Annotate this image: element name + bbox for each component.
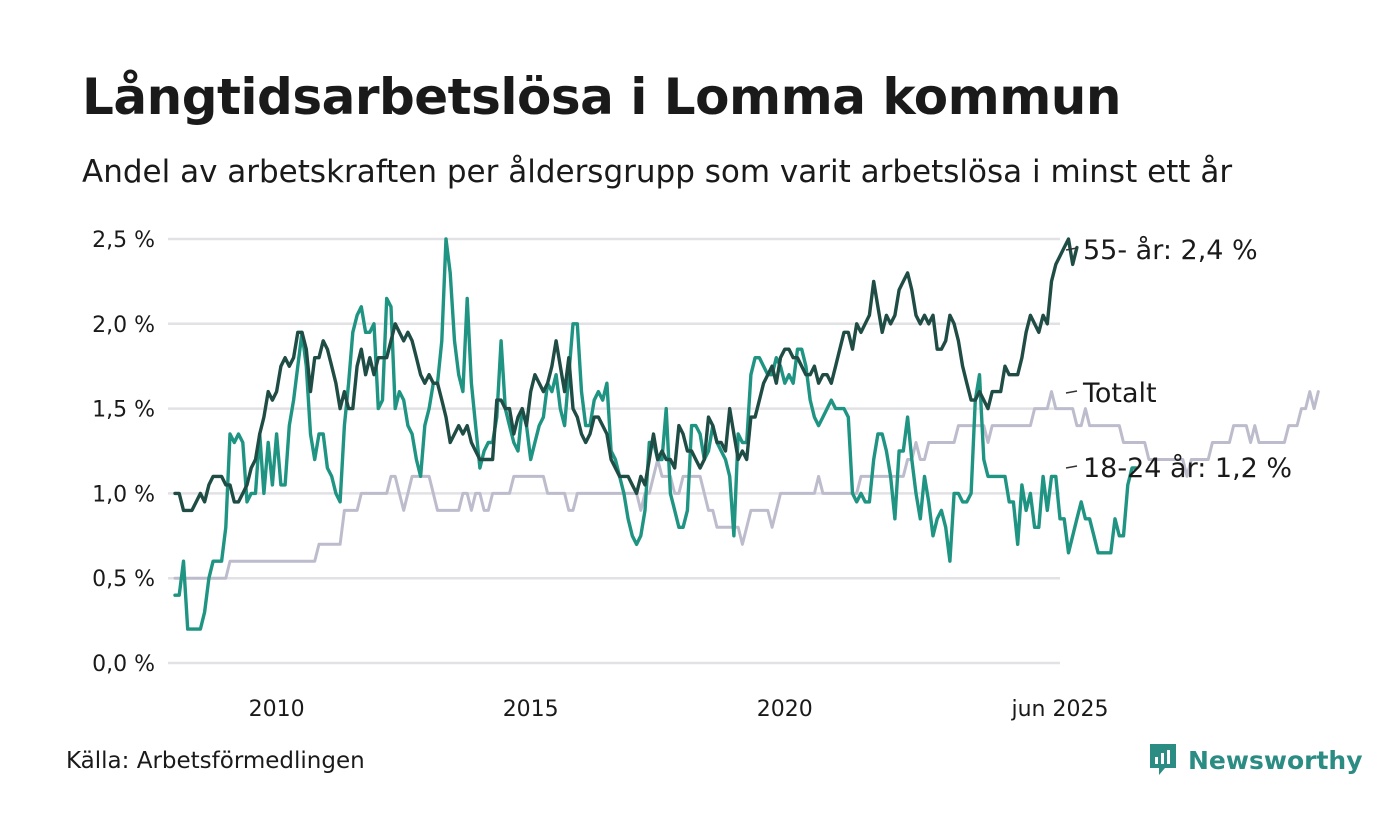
series-line-young <box>173 237 1138 631</box>
series-lines <box>173 237 1320 631</box>
label-connector <box>1065 465 1078 469</box>
y-tick-label: 2,5 % <box>92 228 155 253</box>
y-tick-label: 0,5 % <box>92 567 155 592</box>
series-end-label: 18-24 år: 1,2 % <box>1083 453 1292 484</box>
x-tick-label: 2010 <box>249 697 305 722</box>
series-end-labels: Totalt 18-24 år: 1,2 % 55- år: 2,4 % <box>1065 235 1292 484</box>
series-line-total <box>173 390 1320 580</box>
y-tick-label: 2,0 % <box>92 313 155 338</box>
x-tick-label: 2015 <box>503 697 559 722</box>
series-line-55plus <box>173 237 1079 513</box>
label-connector <box>1065 390 1078 394</box>
brand-name: Newsworthy <box>1188 745 1363 775</box>
y-tick-label: 0,0 % <box>92 652 155 677</box>
y-tick-label: 1,0 % <box>92 482 155 507</box>
y-axis-ticks: 0,0 % 0,5 % 1,0 % 1,5 % 2,0 % 2,5 % <box>92 228 155 677</box>
chart-subtitle: Andel av arbetskraften per åldersgrupp s… <box>82 154 1233 190</box>
x-tick-label: 2020 <box>757 697 813 722</box>
label-connector <box>1065 247 1078 251</box>
series-end-label: Totalt <box>1082 378 1157 409</box>
y-tick-label: 1,5 % <box>92 398 155 423</box>
brand-logo[interactable]: Newsworthy <box>1148 742 1363 778</box>
x-axis-ticks: 2010 2015 2020 jun 2025 <box>249 697 1109 722</box>
newsworthy-logo-icon <box>1150 744 1176 775</box>
source-note: Källa: Arbetsförmedlingen <box>66 748 365 774</box>
series-end-label: 55- år: 2,4 % <box>1083 235 1258 266</box>
x-tick-label: jun 2025 <box>1011 697 1109 722</box>
chart-title: Långtidsarbetslösa i Lomma kommun <box>82 68 1122 126</box>
